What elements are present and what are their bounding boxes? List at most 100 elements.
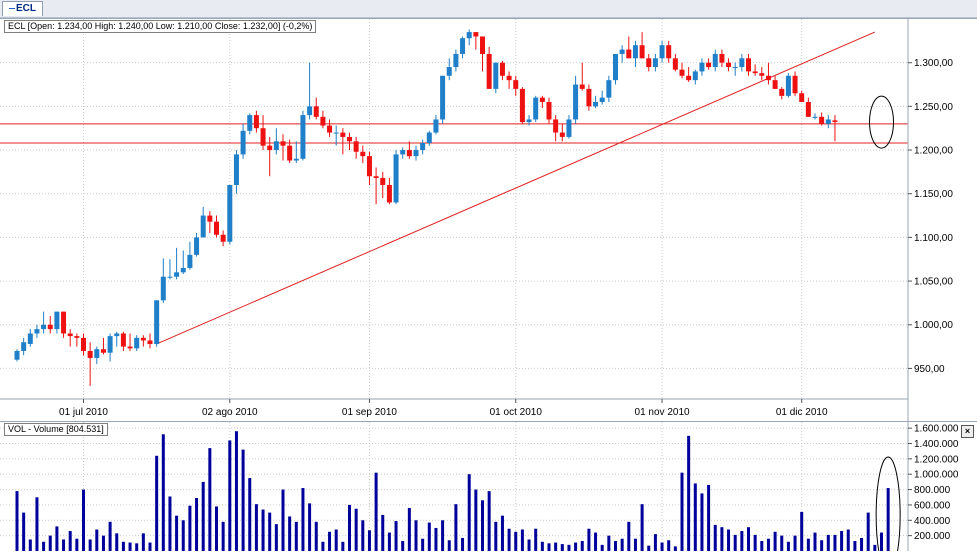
volume-y-tick-label: 600.000 xyxy=(914,500,951,511)
candle-body xyxy=(21,342,27,351)
candle-body xyxy=(220,234,226,242)
price-panel: 950,00 1.000,00 1.050,00 1.100,00 1.150,00 1.… xyxy=(0,18,977,422)
candle-body xyxy=(453,53,459,68)
volume-bar xyxy=(328,531,332,551)
volume-bar xyxy=(195,498,199,551)
volume-bar xyxy=(806,538,810,551)
candle-body xyxy=(120,333,126,347)
volume-bar xyxy=(587,528,591,551)
candle-body xyxy=(194,237,200,255)
candle-body xyxy=(785,75,791,96)
candle-body xyxy=(94,349,100,358)
volume-bar xyxy=(866,512,870,551)
candle-body xyxy=(440,75,446,120)
volume-bar xyxy=(527,539,531,551)
candle-body xyxy=(692,71,698,81)
volume-y-tick-label: 1.000.000 xyxy=(914,470,959,481)
candle-body xyxy=(513,80,519,89)
candle-body xyxy=(480,36,485,54)
volume-bar xyxy=(75,538,79,551)
candle-body xyxy=(187,254,193,268)
candle-body xyxy=(393,154,399,203)
candle-body xyxy=(765,75,771,81)
volume-bar xyxy=(474,489,478,551)
tab-ecl[interactable]: ECL xyxy=(2,1,43,16)
candle-body xyxy=(247,115,253,131)
volume-bar xyxy=(341,541,345,551)
volume-bar xyxy=(301,488,305,551)
volume-bar xyxy=(813,532,817,551)
volume-bar xyxy=(600,544,604,551)
candle-body xyxy=(559,132,565,137)
volume-bar xyxy=(314,521,318,551)
candle-body xyxy=(446,67,452,76)
candle-body xyxy=(413,150,419,157)
candle-body xyxy=(473,32,479,37)
candle-body xyxy=(233,154,239,185)
volume-bar xyxy=(607,535,611,551)
candle-body xyxy=(659,45,665,59)
volume-bar xyxy=(520,529,524,551)
candle-body xyxy=(792,75,798,94)
volume-bar xyxy=(28,539,32,551)
close-panel-button[interactable]: × xyxy=(961,425,974,438)
volume-bar xyxy=(374,472,378,551)
volume-bar xyxy=(288,516,292,551)
candle-body xyxy=(47,324,53,330)
candle-body xyxy=(706,62,712,68)
line-icon xyxy=(9,7,15,9)
volume-y-tick-label: 800.000 xyxy=(914,485,951,496)
candle-body xyxy=(686,75,692,81)
volume-bar xyxy=(567,544,571,551)
volume-bar xyxy=(348,504,351,551)
volume-bar xyxy=(434,527,438,551)
volume-bar xyxy=(481,500,484,551)
volume-bar xyxy=(747,527,750,551)
candle-body xyxy=(613,53,618,81)
volume-bar xyxy=(334,529,338,551)
volume-bar xyxy=(274,524,278,551)
candle-body xyxy=(327,125,333,133)
volume-bar xyxy=(673,546,677,551)
candle-body xyxy=(805,101,811,117)
volume-bar xyxy=(294,521,298,551)
candle-body xyxy=(825,119,831,124)
volume-bar xyxy=(221,521,225,551)
volume-bar xyxy=(35,497,39,551)
volume-bar xyxy=(95,529,99,551)
candle-body xyxy=(812,116,818,118)
candle-body xyxy=(579,84,585,89)
volume-bar xyxy=(494,521,498,551)
candle-body xyxy=(506,75,512,81)
volume-bar xyxy=(507,528,511,551)
volume-bar xyxy=(387,532,391,551)
candle-body xyxy=(100,349,106,353)
volume-bar xyxy=(740,531,744,551)
price-y-tick-label: 1.150,00 xyxy=(914,189,953,200)
volume-panel: 200.000 400.000 600.000 800.000 1.000.000 1.2… xyxy=(0,421,977,554)
candle-body xyxy=(819,116,825,124)
candle-body xyxy=(127,346,133,349)
volume-bar xyxy=(680,472,684,551)
volume-highlight-ellipse xyxy=(875,456,901,554)
price-y-tick-label: 1.250,00 xyxy=(914,102,953,113)
volume-bar xyxy=(800,511,804,551)
price-legend: ECL [Open: 1.234,00 High: 1.240,00 Low: … xyxy=(4,20,317,33)
volume-bar xyxy=(580,541,584,551)
volume-bar xyxy=(886,488,890,551)
volume-bar xyxy=(846,529,850,551)
candle-body xyxy=(61,311,67,334)
price-chart: 950,00 1.000,00 1.050,00 1.100,00 1.150,00 1.… xyxy=(0,19,953,421)
highlight-ellipse xyxy=(869,95,894,149)
volume-bar xyxy=(447,540,451,551)
price-x-tick-label: 01 sep 2010 xyxy=(342,407,397,418)
candle-body xyxy=(799,93,805,102)
candle-body xyxy=(207,215,213,222)
volume-bar xyxy=(853,541,857,551)
candle-body xyxy=(593,101,599,107)
candle-body xyxy=(180,267,186,273)
volume-legend: VOL - Volume [804.531] xyxy=(4,423,108,436)
price-x-tick-label: 02 ago 2010 xyxy=(202,407,258,418)
volume-bar xyxy=(693,483,697,551)
candle-body xyxy=(566,119,572,137)
